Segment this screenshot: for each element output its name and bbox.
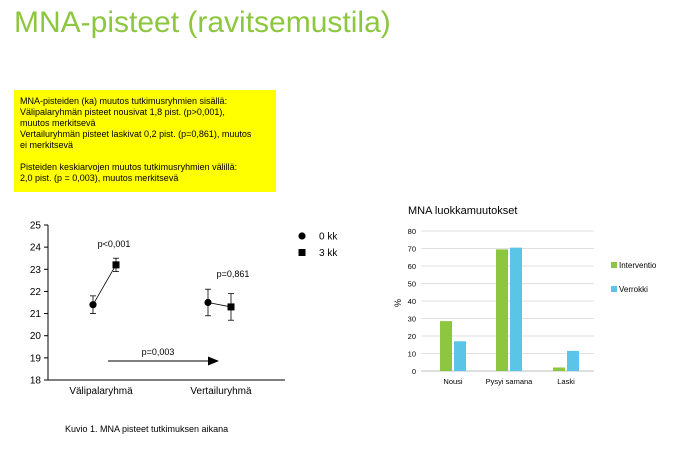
y-tick-label: 20 (408, 332, 416, 341)
legend-label: 0 kk (319, 232, 338, 243)
summary-line: ei merkitsevä (20, 140, 74, 150)
annotation-p-value: p=0,003 (142, 347, 175, 357)
bar-interventio (496, 249, 508, 371)
y-tick-label: 60 (408, 262, 416, 271)
y-tick-label: 40 (408, 297, 416, 306)
y-tick-label: 23 (30, 265, 42, 276)
y-tick-label: 70 (408, 245, 416, 254)
figure-caption: Kuvio 1. MNA pisteet tutkimuksen aikana (65, 424, 229, 434)
summary-line: Välipalaryhmän pisteet nousivat 1,8 pist… (20, 107, 225, 117)
slide-title: MNA-pisteet (ravitsemustila) (14, 6, 391, 39)
bar-verrokki (510, 247, 522, 371)
connector-line (207, 302, 232, 308)
y-tick-label: 80 (408, 227, 416, 236)
legend-marker-circle (298, 232, 306, 240)
bar-verrokki (454, 341, 466, 371)
y-tick-label: 18 (30, 376, 42, 387)
summary-line: Pisteiden keskiarvojen muutos tutkimusry… (20, 162, 238, 172)
x-category-label: Laski (557, 377, 575, 386)
legend-swatch (611, 286, 617, 292)
summary-line: MNA-pisteiden (ka) muutos tutkimusryhmie… (20, 96, 228, 106)
summary-line: Vertailuryhmän pisteet laskivat 0,2 pist… (20, 129, 252, 139)
legend-swatch (611, 262, 617, 268)
y-tick-label: 24 (30, 243, 42, 254)
y-tick-label: 30 (408, 315, 416, 324)
legend-label: Interventio (619, 261, 657, 270)
x-category-label: Välipalaryhmä (69, 386, 133, 397)
arrow-head (208, 356, 219, 366)
y-tick-label: 19 (30, 353, 42, 364)
x-category-label: Pysyi samana (486, 377, 534, 386)
data-point-circle (89, 301, 97, 309)
x-category-label: Vertailuryhmä (190, 386, 252, 397)
y-tick-label: 0 (412, 367, 416, 376)
annotation-p-value: p<0,001 (98, 239, 131, 249)
data-point-square (227, 303, 235, 311)
y-tick-label: 20 (30, 331, 42, 342)
summary-line: muutos merkitsevä (20, 118, 96, 128)
legend-label: Verrokki (619, 285, 648, 294)
x-category-label: Nousi (443, 377, 463, 386)
connector-line (92, 264, 117, 305)
annotation-p-value: p=0,861 (217, 269, 250, 279)
data-point-circle (204, 298, 212, 307)
chart-title: MNA luokkamuutokset (408, 205, 517, 217)
bar-interventio (553, 367, 565, 371)
y-tick-label: 10 (408, 350, 416, 359)
y-tick-label: 22 (30, 287, 42, 298)
bar-verrokki (567, 350, 579, 371)
y-tick-label: 50 (408, 280, 416, 289)
summary-box: MNA-pisteiden (ka) muutos tutkimusryhmie… (14, 90, 276, 192)
y-tick-label: 25 (30, 221, 42, 232)
summary-line: 2,0 pist. (p = 0,003), muutos merkitsevä (20, 173, 179, 183)
bar-interventio (440, 321, 452, 371)
legend-label: 3 kk (319, 248, 338, 259)
y-axis-label: % (393, 299, 403, 307)
y-tick-label: 21 (30, 309, 42, 320)
data-point-square (112, 261, 120, 269)
legend-marker-square (298, 249, 306, 256)
